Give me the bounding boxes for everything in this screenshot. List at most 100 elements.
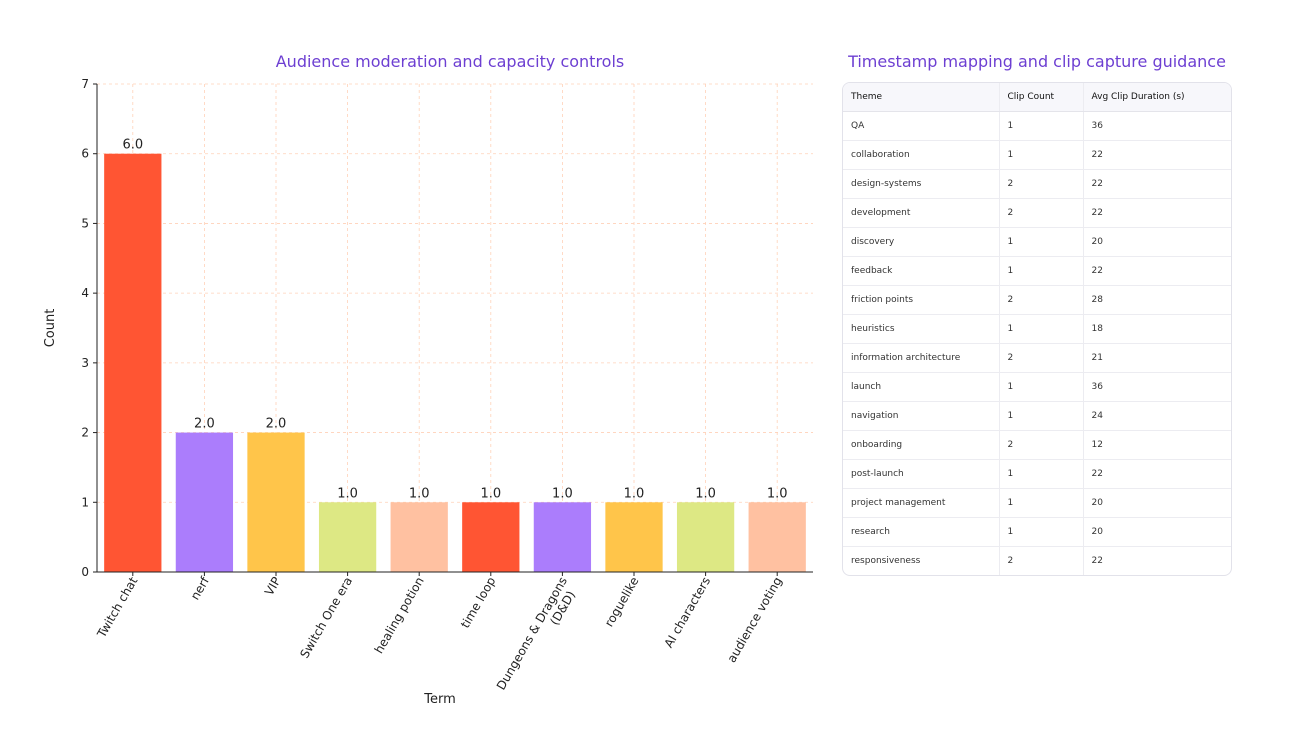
header-clip-count: Clip Count <box>998 83 1083 112</box>
clip-count-cell: 2 <box>998 169 1083 199</box>
bar <box>104 153 162 572</box>
table-row: information architecture 2 21 <box>843 343 1231 373</box>
theme-table: Theme Clip Count Avg Clip Duration (s) Q… <box>842 82 1232 576</box>
avg-duration-cell: 22 <box>1082 546 1231 575</box>
clip-count-cell: 2 <box>998 430 1083 460</box>
theme-cell: discovery <box>843 227 999 257</box>
table-row: responsiveness 2 22 <box>843 546 1231 575</box>
clip-count-cell: 1 <box>998 488 1083 518</box>
header-avg-duration: Avg Clip Duration (s) <box>1082 83 1231 112</box>
theme-cell: information architecture <box>843 343 999 373</box>
table-row: feedback 1 22 <box>843 256 1231 286</box>
y-tick-label: 3 <box>81 356 89 370</box>
x-tick-label: Switch One era <box>297 575 355 661</box>
clip-count-cell: 1 <box>998 256 1083 286</box>
y-tick-label: 0 <box>81 565 89 579</box>
theme-cell: feedback <box>843 256 999 286</box>
avg-duration-cell: 22 <box>1082 140 1231 170</box>
bar-value-label: 1.0 <box>409 486 430 501</box>
clip-count-cell: 1 <box>998 314 1083 344</box>
table-row: QA 1 36 <box>843 111 1231 141</box>
clip-count-cell: 1 <box>998 401 1083 431</box>
x-tick-label: roguelike <box>602 575 642 630</box>
theme-cell: responsiveness <box>843 546 999 575</box>
theme-cell: heuristics <box>843 314 999 344</box>
clip-count-cell: 2 <box>998 285 1083 315</box>
avg-duration-cell: 12 <box>1082 430 1231 460</box>
theme-cell: post-launch <box>843 459 999 489</box>
chart-title: Audience moderation and capacity control… <box>275 52 625 71</box>
avg-duration-cell: 36 <box>1082 372 1231 402</box>
bar-value-label: 1.0 <box>624 486 645 501</box>
table-row: project management 1 20 <box>843 488 1231 518</box>
bar <box>605 502 663 572</box>
bar <box>748 502 806 572</box>
table-row: research 1 20 <box>843 517 1231 547</box>
theme-cell: design-systems <box>843 169 999 199</box>
x-tick-label: VIP <box>262 575 284 598</box>
clip-count-cell: 2 <box>998 546 1083 575</box>
bar-value-label: 1.0 <box>480 486 501 501</box>
table-row: post-launch 1 22 <box>843 459 1231 489</box>
x-tick-label: Dungeons & Dragons(D&D) <box>494 575 582 700</box>
table-title: Timestamp mapping and clip capture guida… <box>848 52 1226 71</box>
bar-value-label: 1.0 <box>552 486 573 501</box>
bar <box>318 502 377 572</box>
avg-duration-cell: 18 <box>1082 314 1231 344</box>
avg-duration-cell: 36 <box>1082 111 1231 141</box>
clip-count-cell: 2 <box>998 198 1083 228</box>
theme-cell: friction points <box>843 285 999 315</box>
table-row: discovery 1 20 <box>843 227 1231 257</box>
y-tick-label: 4 <box>81 286 89 300</box>
y-tick-label: 7 <box>81 77 89 91</box>
clip-count-cell: 1 <box>998 111 1083 141</box>
theme-cell: project management <box>843 488 999 518</box>
header-theme: Theme <box>843 83 999 112</box>
x-tick-label: nerf <box>188 574 213 603</box>
theme-cell: QA <box>843 111 999 141</box>
table-row: friction points 2 28 <box>843 285 1231 315</box>
clip-count-cell: 1 <box>998 372 1083 402</box>
table-row: navigation 1 24 <box>843 401 1231 431</box>
avg-duration-cell: 28 <box>1082 285 1231 315</box>
x-axis-title: Term <box>423 692 456 707</box>
y-tick-label: 6 <box>81 147 89 161</box>
clip-count-cell: 1 <box>998 517 1083 547</box>
x-tick-label: Twitch chat <box>94 574 141 641</box>
bar-value-label: 1.0 <box>695 486 716 501</box>
y-axis-title: Count <box>43 309 58 348</box>
table-header-row: Theme Clip Count Avg Clip Duration (s) <box>843 83 1231 112</box>
bar-chart: 0 1 2 3 4 5 6 7 6.0 2.0 2.0 1.0 1.0 1.0 1.0 1.0 1.0 1.0 Tw… <box>43 77 813 707</box>
x-tick-label: audience voting <box>724 575 784 665</box>
bar-value-label: 2.0 <box>266 417 287 432</box>
clip-count-cell: 1 <box>998 140 1083 170</box>
bar <box>533 502 592 572</box>
theme-cell: development <box>843 198 999 228</box>
y-tick-label: 1 <box>81 495 89 509</box>
bar <box>247 432 305 572</box>
clip-count-cell: 1 <box>998 227 1083 257</box>
bar <box>175 432 234 572</box>
table-row: development 2 22 <box>843 198 1231 228</box>
x-tick-label: time loop <box>458 575 498 631</box>
table-row: design-systems 2 22 <box>843 169 1231 199</box>
x-tick-label: healing potion <box>372 575 427 656</box>
bar-value-label: 1.0 <box>767 486 788 501</box>
x-tick-label: AI characters <box>661 575 713 651</box>
avg-duration-cell: 22 <box>1082 256 1231 286</box>
theme-cell: collaboration <box>843 140 999 170</box>
avg-duration-cell: 21 <box>1082 343 1231 373</box>
avg-duration-cell: 22 <box>1082 169 1231 199</box>
bar-value-label: 6.0 <box>122 138 143 153</box>
avg-duration-cell: 20 <box>1082 488 1231 518</box>
y-tick-label: 5 <box>81 216 89 230</box>
theme-cell: launch <box>843 372 999 402</box>
theme-cell: research <box>843 517 999 547</box>
clip-count-cell: 1 <box>998 459 1083 489</box>
table-row: onboarding 2 12 <box>843 430 1231 460</box>
theme-cell: onboarding <box>843 430 999 460</box>
y-tick-label: 2 <box>81 426 89 440</box>
avg-duration-cell: 20 <box>1082 517 1231 547</box>
bar-value-label: 1.0 <box>337 486 358 501</box>
bar-value-label: 2.0 <box>194 417 215 432</box>
